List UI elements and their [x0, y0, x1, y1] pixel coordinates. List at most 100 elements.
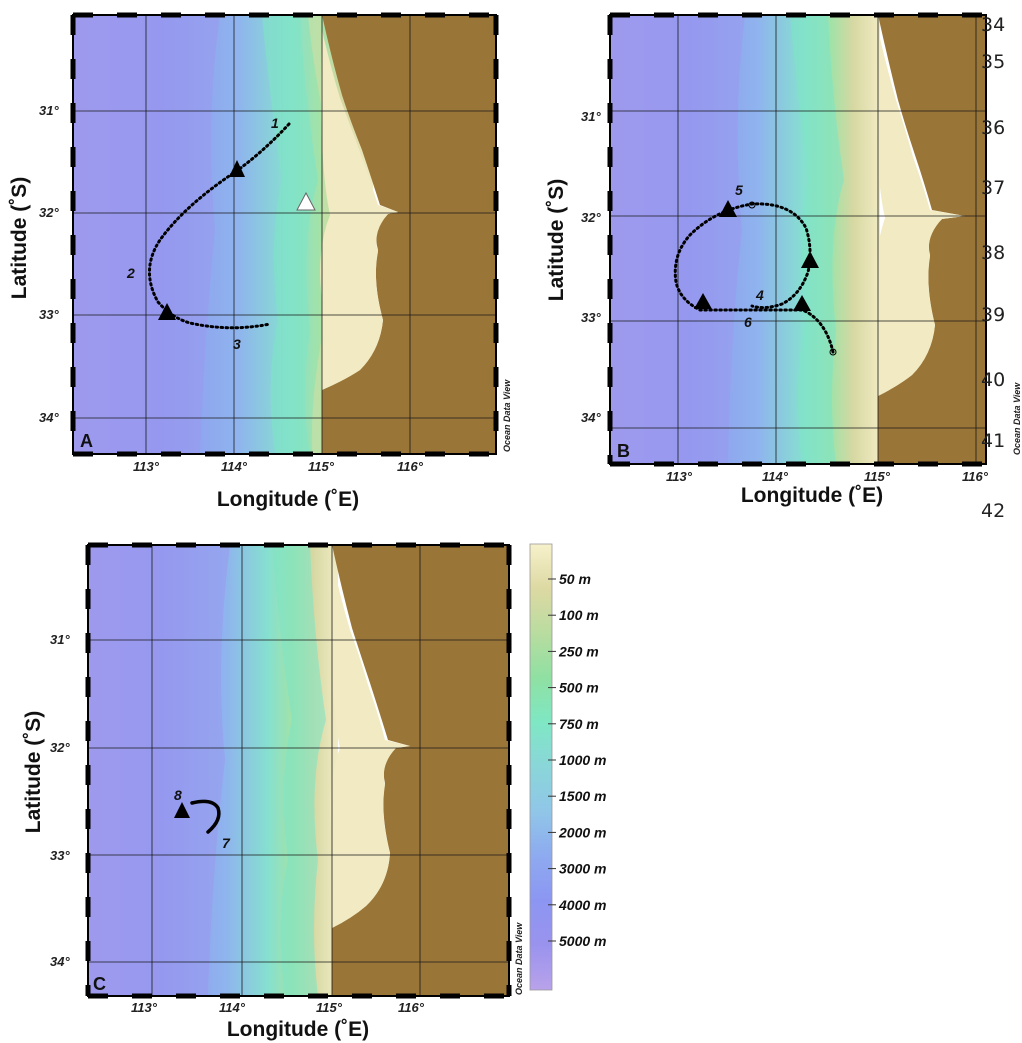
panel-letter: A	[80, 431, 93, 451]
legend-label: 50 m	[559, 571, 591, 587]
glider-track	[190, 799, 221, 834]
ocean-deep-water	[88, 545, 230, 996]
track-label: 1	[271, 115, 279, 131]
latitude-axis-label: Latitude (˚S)	[22, 711, 45, 833]
track-label: 6	[744, 314, 752, 330]
graticule	[610, 15, 986, 464]
odv-watermark: Ocean Data View	[514, 922, 524, 995]
line-number: 37	[981, 177, 1005, 199]
depth-legend: 50 m 100 m 250 m 500 m 750 m 1000 m 1500 m 2000…	[529, 543, 606, 991]
track-direction-triangle	[793, 295, 811, 311]
glider-track	[148, 122, 291, 330]
land	[878, 15, 986, 464]
lon-tick: 114°	[221, 459, 248, 474]
ocean-deep-water	[610, 15, 745, 464]
lon-tick: 115°	[316, 1000, 343, 1015]
lon-tick: 114°	[219, 1000, 246, 1015]
lon-tick: 116°	[397, 459, 424, 474]
panel-a-map: 1 2 3 31° 32° 33° 34° 113° 114° 115° 116…	[8, 12, 512, 511]
line-number: 35	[981, 51, 1005, 73]
lat-tick: 33°	[39, 307, 59, 322]
graticule	[73, 15, 496, 454]
lat-tick: 31°	[581, 109, 601, 124]
lat-tick: 32°	[50, 740, 70, 755]
panel-letter: C	[93, 974, 106, 994]
line-number: 39	[981, 304, 1005, 326]
ocean-deep-water	[73, 15, 220, 454]
shelf-water	[308, 15, 340, 454]
latitude-axis-label: Latitude (˚S)	[8, 177, 31, 299]
track-label: 8	[174, 787, 182, 803]
lat-tick: 34°	[39, 410, 59, 425]
odv-watermark: Ocean Data View	[502, 379, 512, 452]
lon-tick: 113°	[131, 1000, 158, 1015]
track-label: 5	[735, 182, 743, 198]
panel-c-map: 8 7 31° 32° 33° 34° 113° 114° 115° 116° …	[22, 542, 524, 1041]
track-label: 4	[755, 287, 764, 303]
track-label: 2	[126, 265, 135, 281]
lat-tick: 33°	[50, 848, 70, 863]
track-direction-triangle	[694, 293, 712, 309]
manuscript-line-numbers: 34 35 36 37 38 39 40 41 42	[981, 14, 1005, 522]
lat-tick: 32°	[39, 205, 59, 220]
line-number: 34	[981, 14, 1005, 36]
track-direction-triangle	[719, 200, 737, 217]
frame-ticks	[70, 12, 499, 457]
track-end-marker	[748, 201, 756, 209]
frame-ticks	[85, 542, 512, 999]
land	[322, 15, 496, 454]
track-label: 3	[233, 336, 241, 352]
longitude-axis-label: Longitude (˚E)	[227, 1018, 369, 1041]
track-direction-triangle	[229, 160, 245, 177]
slope-band	[262, 15, 318, 454]
legend-label: 750 m	[559, 716, 599, 732]
coastal-sand	[330, 560, 410, 928]
line-number: 41	[981, 430, 1005, 452]
track-direction-triangle	[158, 303, 176, 320]
line-number: 40	[981, 369, 1005, 391]
lon-tick: 114°	[762, 469, 789, 484]
legend-label: 500 m	[559, 680, 599, 696]
legend-label: 4000 m	[558, 897, 606, 913]
legend-label: 1500 m	[559, 788, 606, 804]
lon-tick: 115°	[864, 469, 891, 484]
legend-label: 250 m	[558, 643, 599, 659]
depth-colorbar	[529, 543, 553, 991]
lat-tick: 31°	[39, 103, 59, 118]
lat-tick: 32°	[581, 210, 601, 225]
lon-tick: 113°	[133, 459, 160, 474]
line-number: 36	[981, 117, 1005, 139]
lat-tick: 31°	[50, 632, 70, 647]
map-frame	[72, 14, 497, 455]
line-number: 38	[981, 242, 1005, 264]
land	[332, 545, 509, 996]
station-marker-triangle	[296, 191, 316, 211]
track-direction-triangle	[801, 251, 819, 268]
panel-b-map: 5 4 6 31° 32° 33° 34° 113° 114° 115° 116…	[545, 12, 1022, 522]
lat-tick: 34°	[50, 954, 70, 969]
frame-ticks	[607, 12, 986, 467]
line-number: 42	[981, 500, 1005, 522]
lat-tick: 33°	[581, 310, 601, 325]
slope-band	[272, 545, 326, 996]
legend-label: 2000 m	[558, 824, 606, 840]
track-direction-triangle	[174, 802, 190, 818]
lon-tick: 116°	[398, 1000, 425, 1015]
track-start-marker	[829, 348, 837, 356]
legend-label: 3000 m	[559, 861, 606, 877]
longitude-axis-label: Longitude (˚E)	[741, 484, 883, 507]
legend-label: 5000 m	[559, 933, 606, 949]
lon-tick: 116°	[962, 469, 989, 484]
lat-tick: 34°	[581, 410, 601, 425]
coastal-sand	[876, 30, 965, 396]
glider-track	[673, 202, 835, 354]
odv-watermark: Ocean Data View	[1012, 382, 1022, 455]
lon-tick: 113°	[666, 469, 693, 484]
land-strip	[976, 15, 986, 464]
graticule	[88, 545, 509, 996]
legend-label: 100 m	[559, 607, 599, 623]
longitude-axis-label: Longitude (˚E)	[217, 488, 359, 511]
panel-letter: B	[617, 441, 630, 461]
coastal-sand	[320, 30, 398, 390]
